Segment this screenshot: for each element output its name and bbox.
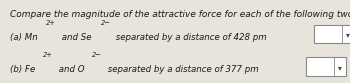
- Text: and Se: and Se: [59, 33, 91, 42]
- Text: 2−: 2−: [101, 20, 111, 26]
- Text: and O: and O: [56, 65, 84, 74]
- Text: separated by a distance of 428 pm: separated by a distance of 428 pm: [113, 33, 267, 42]
- Text: ▾: ▾: [346, 30, 350, 39]
- FancyBboxPatch shape: [306, 57, 346, 76]
- Text: 2+: 2+: [43, 52, 53, 58]
- Text: (a) Mn: (a) Mn: [10, 33, 38, 42]
- Text: Compare the magnitude of the attractive force for each of the following two ion : Compare the magnitude of the attractive …: [10, 10, 350, 19]
- FancyBboxPatch shape: [314, 25, 350, 43]
- Text: 2+: 2+: [46, 20, 56, 26]
- Text: (b) Fe: (b) Fe: [10, 65, 36, 74]
- Text: ▾: ▾: [338, 63, 342, 72]
- Text: 2−: 2−: [92, 52, 102, 58]
- Text: separated by a distance of 377 pm: separated by a distance of 377 pm: [105, 65, 259, 74]
